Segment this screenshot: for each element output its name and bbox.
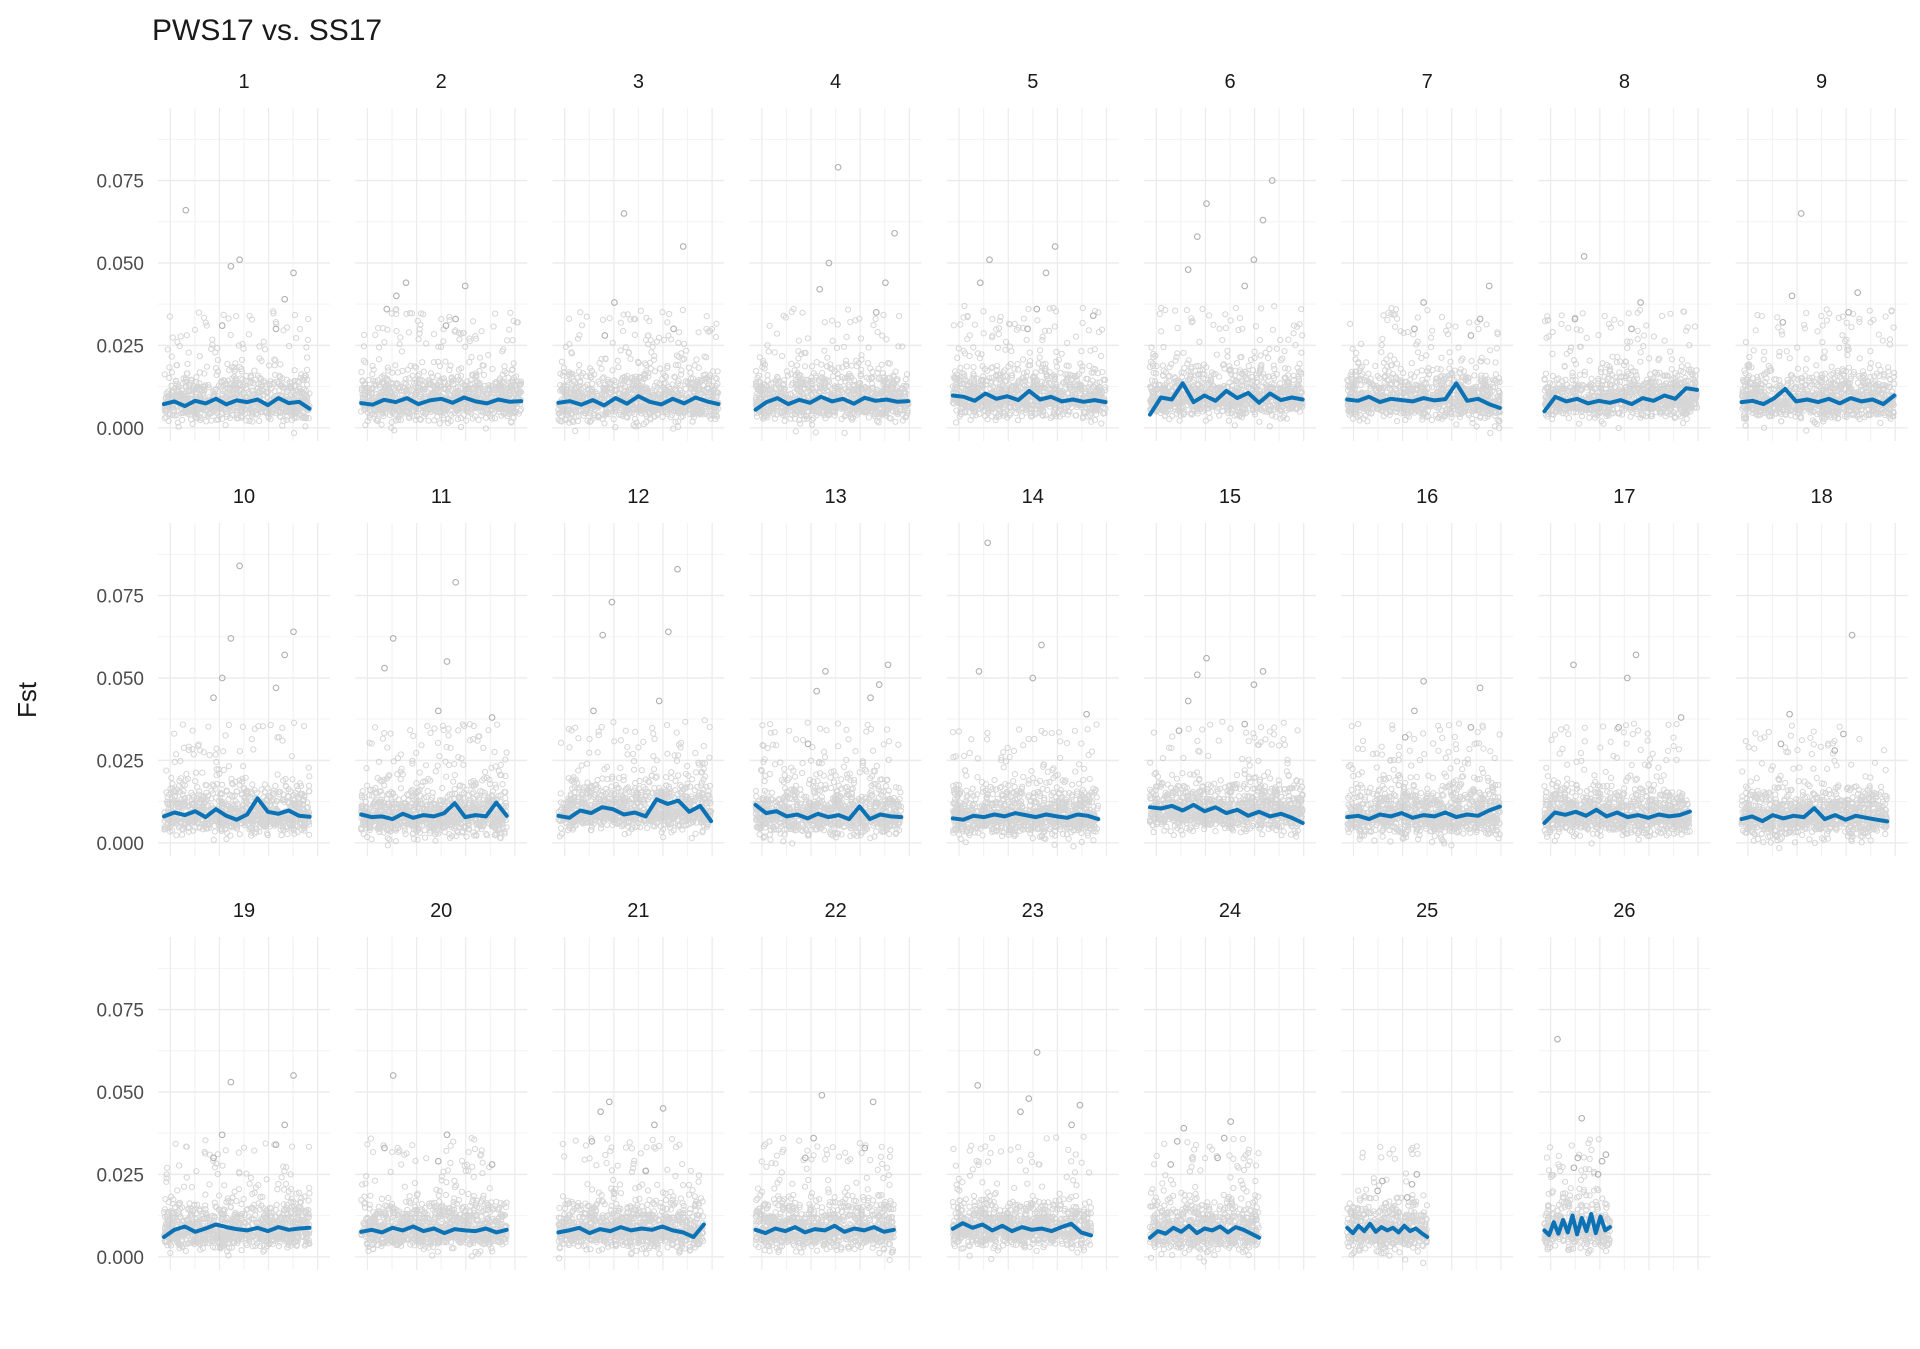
y-tick-label: 0.000: [96, 419, 144, 440]
chart-title: PWS17 vs. SS17: [152, 14, 382, 47]
facet-strip-label: 2: [436, 71, 447, 93]
y-axis-label: Fst: [12, 681, 42, 718]
facet-strip-label: 1: [238, 71, 249, 93]
y-tick-label: 0.025: [96, 336, 144, 357]
facet-strip-label: 3: [633, 71, 644, 93]
facet-strip-label: 5: [1027, 71, 1038, 93]
facet-strip-label: 4: [830, 71, 841, 93]
y-tick-label: 0.075: [96, 172, 144, 193]
facet-strip-label: 6: [1224, 71, 1235, 93]
y-tick-label: 0.050: [96, 254, 144, 275]
